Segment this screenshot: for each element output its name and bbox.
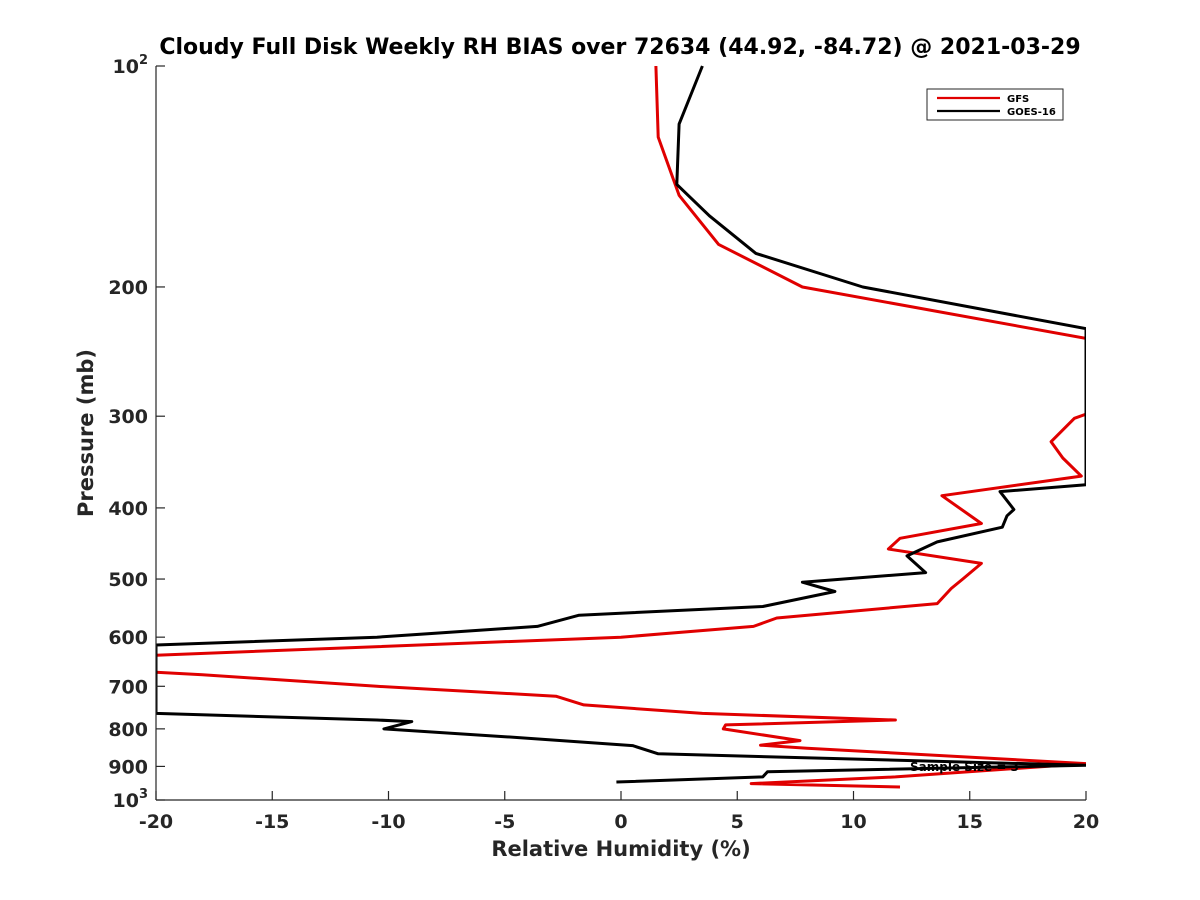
legend-label: GOES-16 [1007, 107, 1056, 118]
series-line-goes-16 [156, 65, 1086, 784]
x-tick-label: -5 [494, 811, 515, 833]
x-tick-label: -20 [139, 811, 173, 833]
annotation-layer: Sample Size = 3 [910, 760, 1019, 774]
legend: GFS GOES-16 [926, 88, 1064, 121]
x-tick-label: -10 [371, 811, 405, 833]
y-axis-label: Pressure (mb) [74, 349, 98, 517]
y-tick-label: 102 [113, 53, 149, 78]
x-tick-label: 5 [731, 811, 744, 833]
series-layer [156, 65, 1086, 789]
y-tick-label: 500 [108, 569, 148, 591]
x-tick-label: -15 [255, 811, 289, 833]
y-tick-label: 900 [108, 756, 148, 778]
x-tick-label: 10 [840, 811, 866, 833]
y-tick-label: 103 [113, 787, 149, 812]
legend-box [926, 88, 1064, 121]
sample-size-annotation: Sample Size = 3 [910, 760, 1019, 774]
legend-label: GFS [1007, 94, 1029, 105]
plot-background [156, 66, 1086, 800]
y-tick-label: 300 [108, 406, 148, 428]
y-tick-label: 800 [108, 719, 148, 741]
plot-area: Sample Size = 3 [155, 65, 1086, 801]
chart-title: Cloudy Full Disk Weekly RH BIAS over 726… [159, 35, 1080, 60]
y-tick-label: 600 [108, 627, 148, 649]
x-axis-ticks: -20 -15 -10 -5 0 5 10 15 20 [139, 791, 1099, 833]
x-tick-label: 0 [614, 811, 627, 833]
y-axis-ticks: 102 200 300 400 500 600 700 800 900 103 [108, 53, 165, 812]
y-tick-label: 700 [108, 676, 148, 698]
x-tick-label: 20 [1073, 811, 1099, 833]
y-tick-label: 400 [108, 498, 148, 520]
y-tick-label: 200 [108, 277, 148, 299]
x-axis-label: Relative Humidity (%) [491, 837, 750, 861]
x-tick-label: 15 [957, 811, 983, 833]
series-line-gfs [156, 65, 1086, 789]
